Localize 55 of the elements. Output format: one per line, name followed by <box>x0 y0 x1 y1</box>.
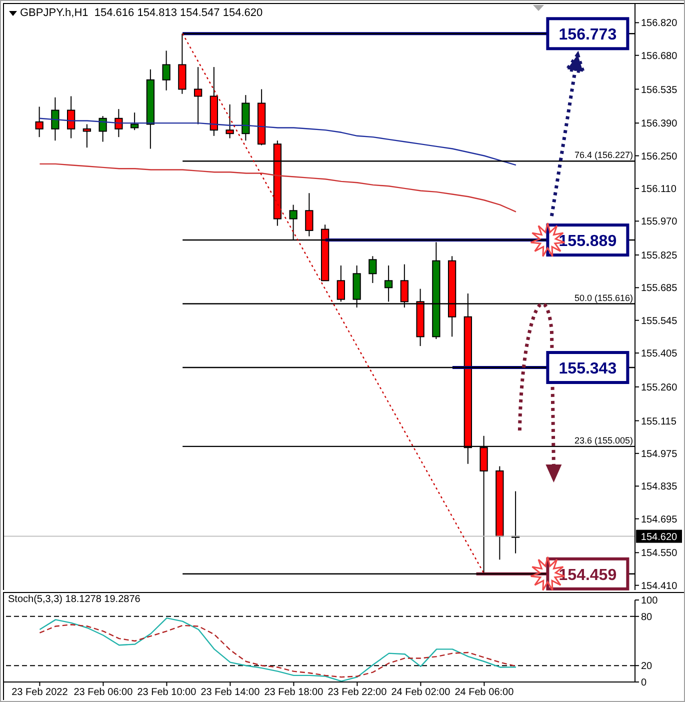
x-tick-label: 24 Feb 06:00 <box>454 687 514 698</box>
y-tick-label: 154.975 <box>641 448 678 460</box>
y-tick-label: 155.685 <box>641 283 678 294</box>
x-tick-label: 23 Feb 18:00 <box>264 687 324 698</box>
candlestick <box>226 104 234 139</box>
y-tick-label: 156.110 <box>641 184 677 195</box>
y-tick-label: 155.545 <box>641 316 678 327</box>
chart-title: GBPJPY.h,H1 154.616 154.813 154.547 154.620 <box>20 7 263 20</box>
y-tick-label: 0 <box>641 678 647 689</box>
y-tick-label: 155.825 <box>641 250 678 262</box>
x-tick-label: 23 Feb 2022 <box>12 687 68 698</box>
candlestick <box>194 66 202 125</box>
line-series <box>39 163 517 212</box>
candlestick <box>130 112 139 131</box>
candlestick <box>82 124 92 148</box>
y-tick-label: 156.820 <box>641 18 678 30</box>
y-tick-label: 155.260 <box>641 382 678 394</box>
ref-line-label: 154.620 <box>640 532 678 543</box>
candlestick <box>114 108 123 138</box>
y-tick-label: 154.410 <box>641 580 678 592</box>
candlestick <box>51 96 60 142</box>
y-tick-label: 100 <box>641 596 658 607</box>
y-tick-label: 156.535 <box>641 84 678 96</box>
y-tick-label: 154.835 <box>641 482 678 493</box>
chart-title: Stoch(5,3,3) 18.1278 19.2876 <box>8 594 140 606</box>
x-tick-label: 23 Feb 14:00 <box>200 687 260 698</box>
annotation: 76.4 (156.227) <box>574 150 633 160</box>
y-tick-label: 155.970 <box>641 216 678 228</box>
candlestick <box>98 116 107 142</box>
y-tick-label: 155.115 <box>641 416 677 428</box>
candlestick <box>368 256 377 284</box>
candlestick <box>66 96 76 139</box>
x-tick-label: 23 Feb 10:00 <box>137 687 197 698</box>
series-label: 154.459 <box>558 566 617 584</box>
y-tick-label: 154.695 <box>641 514 678 526</box>
x-tick-label: 24 Feb 02:00 <box>391 687 451 698</box>
y-tick-label: 80 <box>641 612 653 623</box>
candlestick <box>305 192 314 237</box>
x-tick-label: 23 Feb 22:00 <box>328 687 388 698</box>
y-tick-label: 156.250 <box>641 151 678 162</box>
line-series <box>39 617 517 682</box>
y-tick-label: 155.405 <box>641 348 678 360</box>
y-tick-label: 154.550 <box>641 548 678 560</box>
candlestick <box>162 50 170 91</box>
series-label: 155.343 <box>558 360 617 378</box>
annotation: 50.0 (155.616) <box>574 292 633 303</box>
candlestick <box>35 106 44 138</box>
y-tick-label: 20 <box>641 661 653 672</box>
line-series <box>39 624 517 678</box>
series-label: 155.889 <box>558 233 617 250</box>
x-tick-label: 23 Feb 06:00 <box>74 687 134 698</box>
y-tick-label: 156.390 <box>641 118 678 130</box>
series-label: 156.773 <box>558 26 617 44</box>
annotation: 23.6 (155.005) <box>574 435 633 446</box>
y-tick-label: 156.680 <box>641 50 678 62</box>
